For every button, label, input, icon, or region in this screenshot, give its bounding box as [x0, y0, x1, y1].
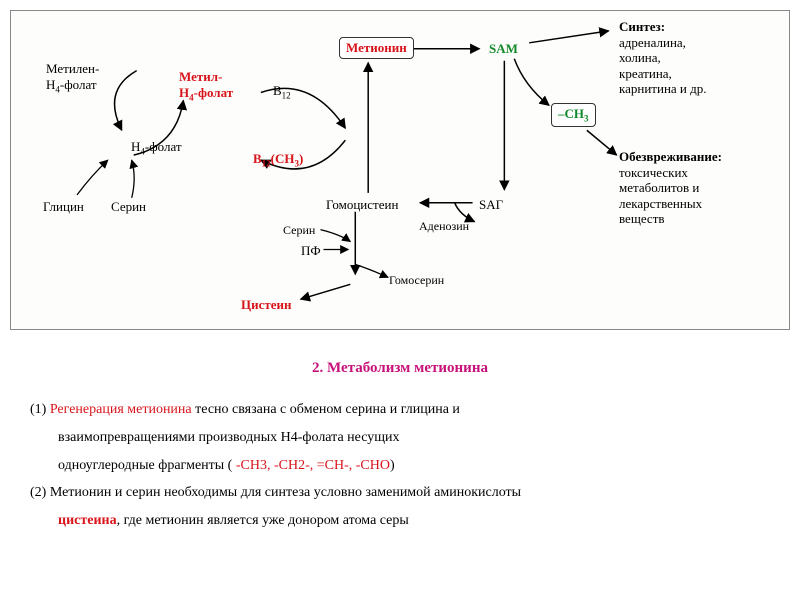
footnote-2-line1: (2) Метионин и серин необходимы для синт…: [30, 481, 780, 505]
h4-t: Н: [131, 139, 140, 154]
ch3-text: –СН: [558, 106, 584, 121]
footnote-1-line3: одноуглеродные фрагменты ( -СН3, -СН2-, …: [30, 454, 780, 478]
b12-sub: 12: [282, 91, 291, 101]
fn2-l2b: , где метионин является уже донором атом…: [117, 513, 409, 528]
node-sam: SAM: [489, 41, 518, 57]
b12ch3-s1: 12: [262, 159, 271, 169]
node-methionine: Метионин: [339, 37, 414, 59]
node-homoserine: Гомосерин: [389, 273, 444, 288]
node-methylene-h4: Метилен- Н4-фолат: [46, 61, 99, 95]
mlh4-l2: Н: [46, 77, 55, 92]
b12-text: В: [273, 83, 282, 98]
fn1-frag: -СН3, -СН2-, =СН-, -СНО: [236, 458, 390, 473]
node-adenosine: Аденозин: [419, 219, 469, 234]
h4-b: -фолат: [145, 139, 182, 154]
mh4-l2b: -фолат: [194, 85, 234, 100]
fn1-rest: тесно связана с обменом серина и глицина…: [192, 402, 460, 417]
fn2-l2a: цистеина: [58, 513, 117, 528]
fn1-lead: Регенерация метионина: [50, 402, 192, 417]
fn1-num: (1): [30, 402, 50, 417]
section-title: 2. Метаболизм метионина: [0, 360, 800, 377]
node-b12: В12: [273, 83, 291, 101]
detox-list: токсических метаболитов и лекарственных …: [619, 165, 702, 227]
node-cysteine: Цистеин: [241, 297, 292, 313]
node-serine-mid: Серин: [283, 223, 315, 238]
title-text: Метаболизм метионина: [327, 360, 488, 376]
footnote-2-line2: цистеина, где метионин является уже доно…: [30, 509, 780, 533]
mlh4-l1: Метилен-: [46, 61, 99, 76]
mh4-l2: Н: [179, 85, 189, 100]
footnotes: (1) Регенерация метионина тесно связана …: [30, 398, 780, 537]
title-number: 2.: [312, 360, 327, 376]
metabolism-diagram: Метионин SAM –СН3 В12 В12(СН3) Метил- Н4…: [10, 10, 790, 330]
fn2-num: (2): [30, 485, 50, 500]
fn2-l1: Метионин и серин необходимы для синтеза …: [50, 485, 521, 500]
node-sag: SAГ: [479, 197, 503, 213]
node-b12ch3: В12(СН3): [253, 151, 303, 169]
mlh4-l2b: -фолат: [60, 77, 97, 92]
synthesis-list: адреналина, холина, креатина, карнитина …: [619, 35, 707, 97]
node-serine-left: Серин: [111, 199, 146, 215]
b12ch3-t1: В: [253, 151, 262, 166]
node-methyl-h4-folate: Метил- Н4-фолат: [179, 69, 233, 103]
node-h4-folate: Н4-фолат: [131, 139, 182, 157]
b12ch3-t2: (СН: [271, 151, 295, 166]
node-homocysteine: Гомоцистеин: [326, 197, 398, 213]
detox-block: Обезвреживание: токсических метаболитов …: [619, 149, 789, 227]
node-ch3: –СН3: [551, 103, 596, 127]
node-pf: ПФ: [301, 243, 321, 259]
node-glycine: Глицин: [43, 199, 84, 215]
footnote-1-line1: (1) Регенерация метионина тесно связана …: [30, 398, 780, 422]
fn1-l3a: одноуглеродные фрагменты (: [58, 458, 236, 473]
ch3-sub: 3: [584, 114, 589, 124]
b12ch3-t3: ): [299, 151, 303, 166]
detox-title: Обезвреживание:: [619, 149, 722, 164]
synthesis-title: Синтез:: [619, 19, 665, 34]
synthesis-block: Синтез: адреналина, холина, креатина, ка…: [619, 19, 789, 97]
mh4-l1: Метил-: [179, 69, 222, 84]
fn1-l3b: ): [390, 458, 395, 473]
footnote-1-line2: взаимопревращениями производных Н4-фолат…: [30, 426, 780, 450]
